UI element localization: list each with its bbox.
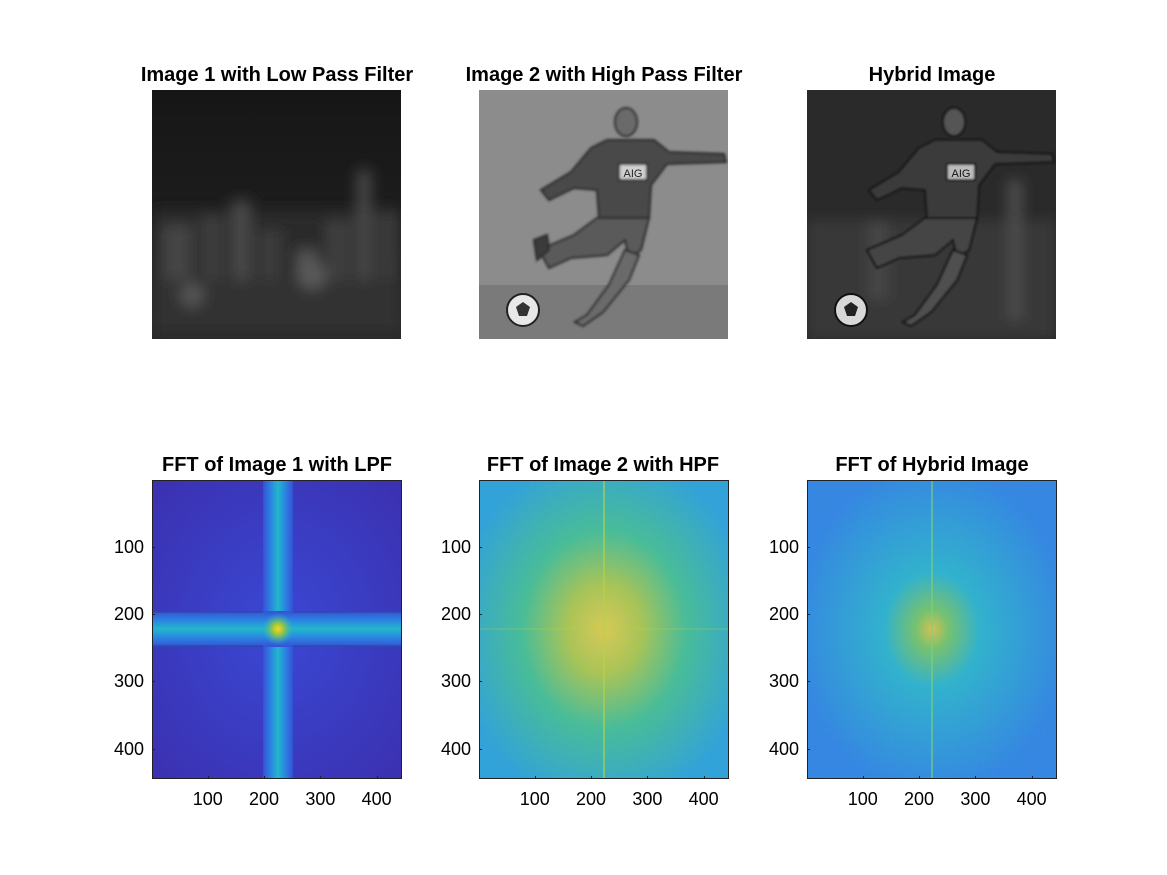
y-tick-label: 200	[440, 604, 471, 624]
y-tick-mark	[479, 614, 482, 615]
y-tick-label: 400	[440, 738, 471, 759]
x-tick-label: 400	[361, 789, 392, 809]
fft-hybrid-plot	[807, 480, 1057, 779]
panel-title-fft-lpf: FFT of Image 1 with LPF	[162, 454, 392, 476]
panel-title-fft-hpf: FFT of Image 2 with HPF	[486, 454, 720, 476]
x-tick-label: 200	[904, 789, 935, 809]
x-tick-label: 300	[960, 789, 991, 809]
y-tick-mark	[152, 546, 155, 548]
y-tick-label: 100	[113, 536, 144, 557]
y-tick-mark	[807, 546, 810, 548]
x-tick-label: 400	[1016, 789, 1047, 809]
x-tick-mark	[320, 776, 322, 779]
x-tick-label: 100	[519, 789, 550, 809]
y-tick-label: 400	[768, 738, 799, 759]
x-tick-mark	[376, 776, 378, 779]
x-tick-mark	[264, 776, 266, 779]
y-tick-mark	[152, 681, 155, 683]
fft-hpf-plot	[479, 480, 729, 779]
lpf-image	[152, 90, 401, 339]
hpf-image: AIG	[479, 90, 728, 339]
y-tick-mark	[479, 546, 482, 548]
x-tick-label: 100	[847, 789, 878, 809]
y-tick-label: 200	[768, 604, 799, 624]
panel-title-hpf-image: Image 2 with High Pass Filter	[465, 64, 743, 86]
x-tick-mark	[591, 776, 593, 779]
x-tick-mark	[703, 776, 705, 779]
jersey-text-hybrid: AIG	[952, 168, 971, 180]
x-tick-label: 300	[305, 789, 336, 809]
x-tick-mark	[1031, 776, 1033, 779]
y-tick-label: 300	[113, 671, 144, 692]
y-tick-label: 300	[768, 671, 799, 692]
x-tick-mark	[862, 776, 864, 779]
y-tick-mark	[152, 748, 155, 750]
x-tick-mark	[534, 776, 536, 779]
x-tick-mark	[919, 776, 921, 779]
panel-title-lpf-image: Image 1 with Low Pass Filter	[140, 64, 414, 86]
x-tick-label: 200	[249, 789, 280, 809]
y-tick-label: 100	[768, 536, 799, 557]
jersey-text-hpf: AIG	[624, 168, 643, 180]
y-tick-mark	[807, 748, 810, 750]
x-tick-label: 100	[192, 789, 223, 809]
y-tick-label: 400	[113, 738, 144, 759]
y-tick-label: 200	[113, 604, 144, 624]
y-tick-label: 300	[440, 671, 471, 692]
panel-title-fft-hybrid: FFT of Hybrid Image	[835, 454, 1029, 476]
fft-lpf-plot	[152, 480, 402, 779]
y-tick-mark	[479, 681, 482, 683]
x-tick-label: 200	[576, 789, 607, 809]
y-tick-mark	[152, 614, 155, 615]
x-tick-mark	[975, 776, 977, 779]
x-tick-label: 400	[688, 789, 719, 809]
hybrid-image: AIG	[807, 90, 1056, 339]
y-tick-mark	[807, 681, 810, 683]
y-tick-mark	[807, 614, 810, 615]
panel-title-hybrid-image: Hybrid Image	[868, 64, 996, 86]
y-tick-label: 100	[440, 536, 471, 557]
x-tick-mark	[647, 776, 649, 779]
x-tick-label: 300	[632, 789, 663, 809]
x-tick-mark	[207, 776, 209, 779]
y-tick-mark	[479, 748, 482, 750]
